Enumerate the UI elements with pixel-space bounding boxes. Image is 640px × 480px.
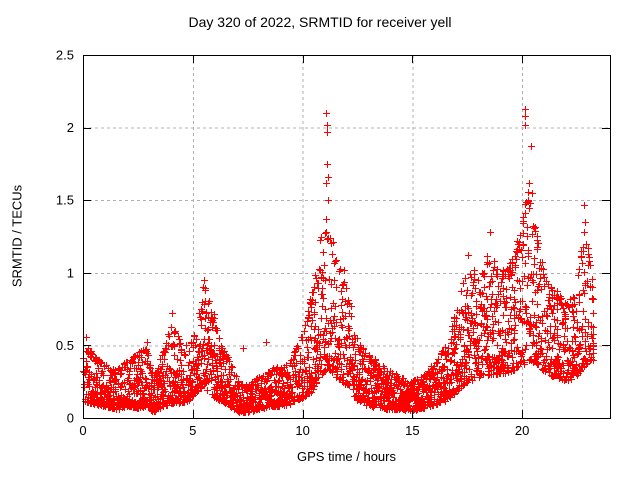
x-tick-label: 15 bbox=[405, 423, 419, 438]
y-tick-label: 0 bbox=[67, 411, 74, 426]
y-tick-label: 2 bbox=[67, 120, 74, 135]
chart-title: Day 320 of 2022, SRMTID for receiver yel… bbox=[188, 14, 452, 30]
plot-border bbox=[83, 55, 611, 419]
x-tick-label: 0 bbox=[79, 423, 86, 438]
x-tick-label: 5 bbox=[189, 423, 196, 438]
tick-marks bbox=[83, 55, 610, 419]
y-tick-label: 1.5 bbox=[56, 193, 74, 208]
x-axis-label: GPS time / hours bbox=[297, 449, 396, 464]
y-tick-label: 2.5 bbox=[56, 48, 74, 63]
x-tick-label: 20 bbox=[515, 423, 529, 438]
y-tick-label: 0.5 bbox=[56, 338, 74, 353]
x-tick-label: 10 bbox=[295, 423, 309, 438]
scatter-points bbox=[80, 106, 597, 416]
y-tick-label: 1 bbox=[67, 265, 74, 280]
